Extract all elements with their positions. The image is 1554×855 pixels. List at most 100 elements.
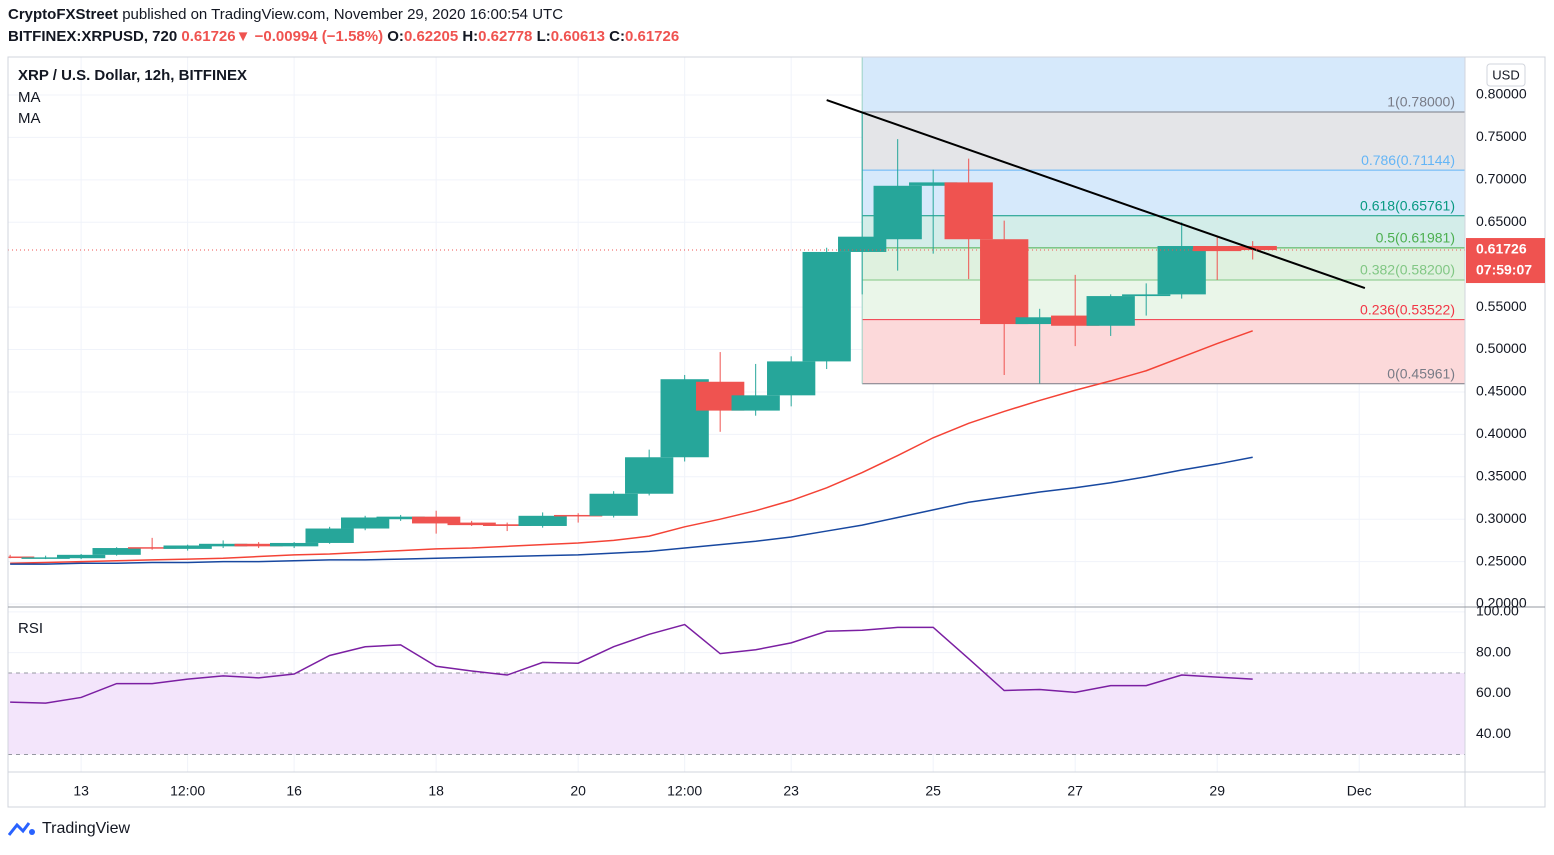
y-tick-label: 0.50000 <box>1476 340 1527 356</box>
fib-label: 1(0.78000) <box>1387 94 1455 110</box>
candle-body <box>341 517 390 529</box>
trendline <box>826 99 1366 289</box>
fib-label: 0.236(0.53522) <box>1360 301 1455 317</box>
candle-body <box>163 545 212 549</box>
candle-body <box>56 554 106 559</box>
y-tick-label: 80.00 <box>1476 643 1511 659</box>
close: 0.61726 <box>624 28 680 45</box>
candle-body <box>92 548 141 555</box>
change: −0.00994 (−1.58%) <box>254 28 384 45</box>
low: 0.60613 <box>550 28 605 45</box>
l-label: L: <box>536 28 551 45</box>
candle-body <box>199 543 248 547</box>
rsi-band <box>8 673 1465 755</box>
x-tick-label: 16 <box>286 783 302 799</box>
candle-body <box>909 182 958 186</box>
y-tick-label: 40.00 <box>1476 725 1511 741</box>
y-tick-label: 0.65000 <box>1476 213 1527 229</box>
candle-body <box>1086 296 1135 326</box>
candle-body <box>731 395 780 411</box>
candle-body <box>873 185 922 240</box>
x-tick-label: 25 <box>925 783 941 799</box>
x-tick-label: 12:00 <box>170 783 205 799</box>
candle-body <box>1122 294 1171 297</box>
ma-legend: MA <box>18 110 41 127</box>
ma-legend: MA <box>18 89 41 106</box>
candle-body <box>944 182 993 240</box>
currency-button[interactable] <box>1486 63 1526 87</box>
x-tick-label: 12:00 <box>667 783 702 799</box>
published: published on TradingView.com, November 2… <box>118 6 564 23</box>
o-label: O: <box>387 28 404 45</box>
frame <box>7 56 1546 808</box>
fib-label: 0.5(0.61981) <box>1376 230 1455 246</box>
open: 0.62205 <box>403 28 459 45</box>
publisher: CryptoFXStreet <box>8 6 119 23</box>
candle-body <box>1193 246 1242 252</box>
x-tick-label: 29 <box>1209 783 1225 799</box>
logo-mark <box>8 822 31 836</box>
candle-body <box>127 547 177 549</box>
x-tick-label: 20 <box>570 783 586 799</box>
x-tick-label: 23 <box>783 783 799 799</box>
y-tick-label: 0.40000 <box>1476 425 1527 441</box>
arrow: ▼ <box>235 28 251 45</box>
price-pane: 1(0.78000) 0.786(0.71144) 0.618(0.65761) 0.… <box>8 57 1465 607</box>
fib-label: 0(0.45961) <box>1387 365 1455 381</box>
candle-body <box>1051 315 1100 326</box>
candle-body <box>1157 246 1206 295</box>
x-tick-label: 27 <box>1067 783 1083 799</box>
y-tick-label: 0.30000 <box>1476 510 1527 526</box>
symbol: BITFINEX:XRPUSD, 720 <box>8 28 178 45</box>
y-tick-label: 0.35000 <box>1476 467 1527 483</box>
fib-zone <box>862 319 1465 384</box>
candle-body <box>305 528 354 543</box>
candle-body <box>554 514 603 517</box>
publish-line: CryptoFXStreet published on TradingView.… <box>8 6 563 23</box>
fib-top-fill <box>862 57 1465 112</box>
countdown: 07:59:07 <box>1476 262 1532 278</box>
y-tick-label: 0.25000 <box>1476 552 1527 568</box>
candle-body <box>8 556 35 559</box>
fib-label: 0.786(0.71144) <box>1361 152 1455 168</box>
moving-average <box>10 330 1253 565</box>
candle-body <box>447 522 496 526</box>
logo-dot <box>29 829 35 835</box>
currency: USD <box>1492 67 1519 82</box>
x-tick-label: 18 <box>428 783 444 799</box>
y-tick-label: 0.45000 <box>1476 383 1527 399</box>
logo <box>8 822 35 836</box>
candle-body <box>980 239 1029 325</box>
fib-zone <box>862 111 1465 171</box>
candle-body <box>270 542 319 547</box>
moving-average <box>10 456 1253 565</box>
y-tick-label: 0.75000 <box>1476 128 1527 144</box>
pane-title: XRP / U.S. Dollar, 12h, BITFINEX <box>18 67 247 84</box>
candle-body <box>483 524 532 526</box>
high: 0.62778 <box>478 28 533 45</box>
footer: TradingView <box>8 820 130 838</box>
candle-body <box>234 543 283 547</box>
last: 0.61726 <box>181 28 236 45</box>
x-tick-label: 13 <box>73 783 89 799</box>
x-tick-label: Dec <box>1347 783 1372 799</box>
last-price-box <box>1466 238 1545 284</box>
candle-body <box>589 493 638 516</box>
candle-body <box>767 361 816 396</box>
h-label: H: <box>462 28 479 45</box>
y-tick-label: 60.00 <box>1476 684 1511 700</box>
y-tick-label: 0.70000 <box>1476 171 1527 187</box>
c-label: C: <box>609 28 625 45</box>
rsi-pane <box>8 607 1465 772</box>
last-price-label: 0.61726 <box>1476 241 1527 257</box>
candle-body <box>518 515 567 526</box>
axes: USD XRP / U.S. Dollar, 12h, BITFINEX MA … <box>7 56 1546 808</box>
candle-body <box>625 457 674 494</box>
candle-body <box>802 251 851 362</box>
y-tick-label: 0.20000 <box>1476 595 1527 611</box>
candle-body <box>1015 317 1064 325</box>
rsi-line <box>10 623 1253 704</box>
y-tick-label: 0.55000 <box>1476 298 1527 314</box>
brand: TradingView <box>42 820 131 837</box>
